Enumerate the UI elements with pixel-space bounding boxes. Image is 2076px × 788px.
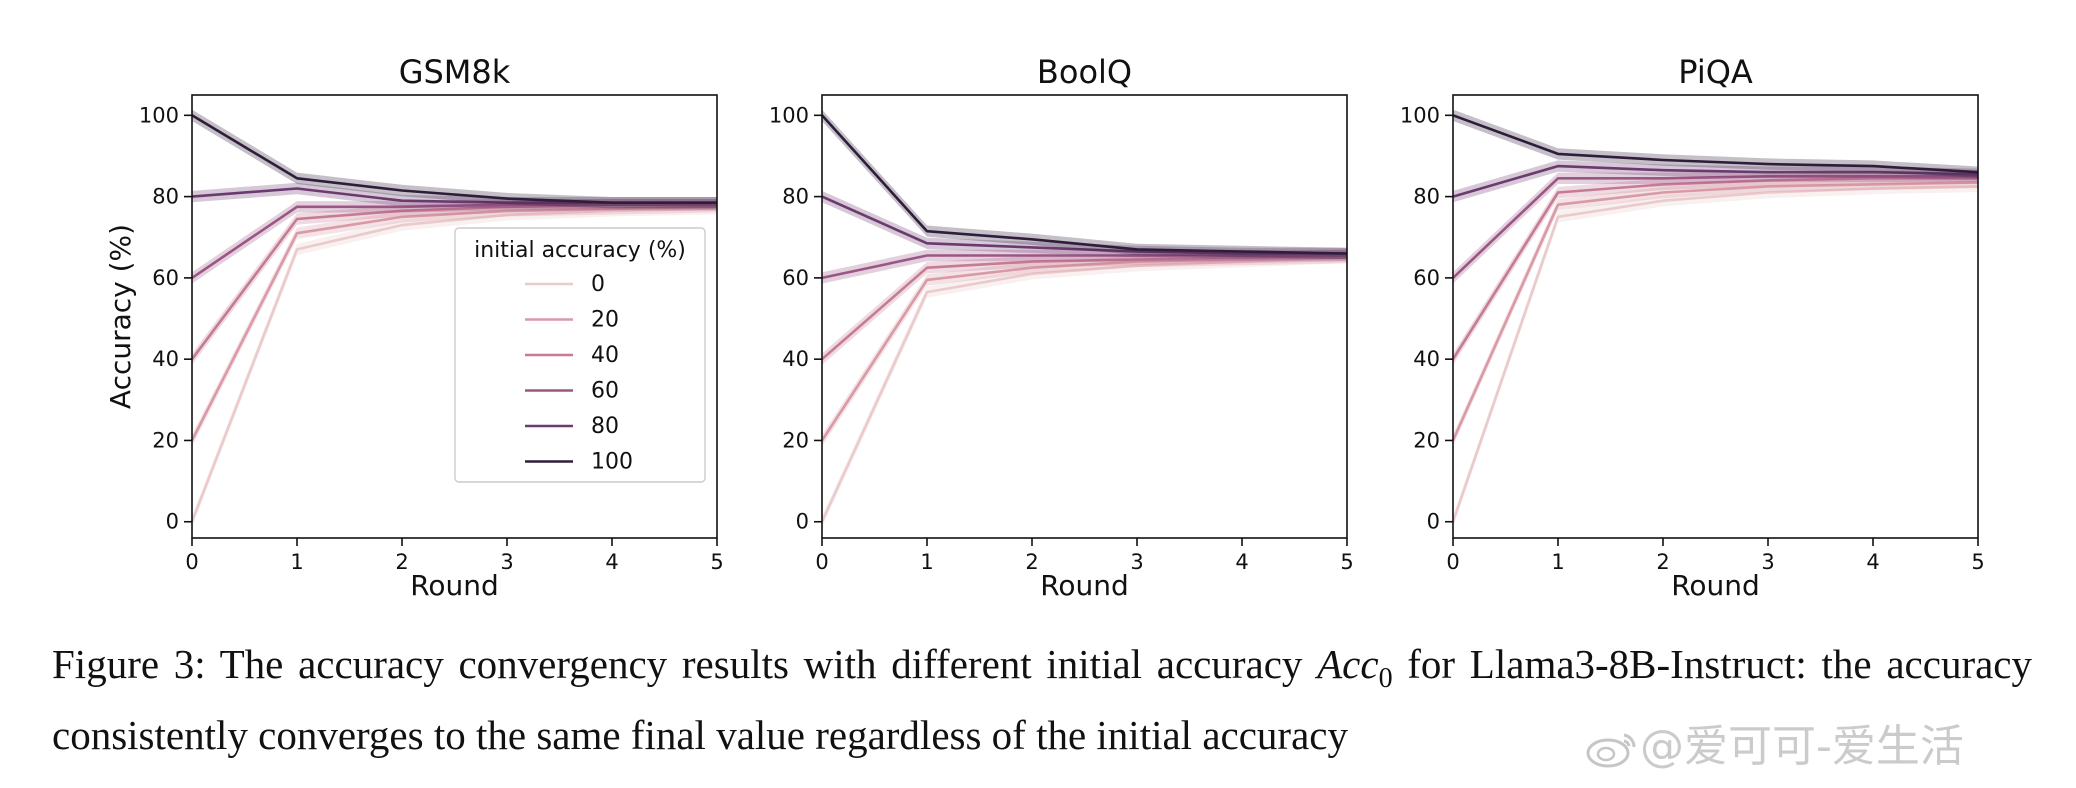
- x-tick-label: 5: [710, 550, 723, 574]
- confidence-band-40: [822, 249, 1347, 365]
- legend-title: initial accuracy (%): [474, 238, 686, 263]
- legend-label-40: 40: [591, 343, 619, 368]
- x-tick-label: 5: [1971, 550, 1984, 574]
- y-tick-label: 40: [782, 347, 809, 371]
- y-tick-label: 80: [782, 185, 809, 209]
- series-line-0: [190, 207, 718, 523]
- caption-tail: for Llama3-8B-Instruct: the accuracy con…: [52, 641, 2032, 759]
- y-tick-label: 80: [152, 185, 179, 209]
- y-tick-label: 0: [796, 510, 809, 534]
- x-axis-label: Round: [410, 569, 499, 602]
- legend-box: [454, 227, 706, 483]
- y-tick-label: 0: [1427, 510, 1440, 534]
- plot-frame: [1452, 94, 1979, 539]
- y-axis-label: Accuracy (%): [104, 224, 137, 409]
- legend-label-0: 0: [591, 272, 605, 297]
- x-tick-label: 0: [815, 550, 828, 574]
- plot-frame: [821, 94, 1348, 539]
- x-tick-label: 5: [1340, 550, 1353, 574]
- confidence-band-60: [1453, 170, 1978, 284]
- x-axis-label: Round: [1671, 569, 1760, 602]
- x-tick-label: 4: [605, 550, 618, 574]
- y-tick-label: 40: [1413, 347, 1440, 371]
- legend-label-80: 80: [591, 414, 619, 439]
- watermark-text: @爱可可-爱生活: [1640, 721, 1964, 772]
- legend-label-100: 100: [591, 450, 633, 475]
- series-line-60: [1452, 175, 1978, 279]
- figure-caption: Figure 3: The accuracy convergency resul…: [52, 636, 2032, 763]
- chart-title: BoolQ: [1037, 53, 1132, 91]
- x-tick-label: 2: [1656, 550, 1669, 574]
- series-line-100: [1452, 114, 1979, 174]
- y-tick-label: 60: [1413, 266, 1440, 290]
- caption-acc-subscript: 0: [1378, 663, 1393, 695]
- y-tick-label: 20: [152, 428, 179, 452]
- series-line-100: [821, 114, 1348, 255]
- series-line-60: [191, 203, 717, 279]
- series-line-20: [820, 256, 1348, 442]
- series-line-0: [820, 256, 1348, 523]
- y-tick-label: 100: [1400, 103, 1440, 127]
- x-tick-label: 0: [1446, 550, 1459, 574]
- series-line-100: [191, 114, 717, 204]
- y-tick-label: 100: [139, 103, 179, 127]
- y-tick-label: 60: [152, 266, 179, 290]
- x-tick-label: 1: [290, 550, 303, 574]
- series-line-60: [821, 254, 1347, 280]
- series-line-40: [1451, 177, 1978, 360]
- x-tick-label: 3: [500, 550, 513, 574]
- chart-title: GSM8k: [399, 53, 511, 91]
- series-line-0: [1451, 185, 1979, 523]
- caption-acc-symbol: Acc: [1317, 641, 1379, 687]
- legend-label-60: 60: [591, 379, 619, 404]
- x-tick-label: 1: [920, 550, 933, 574]
- y-tick-label: 60: [782, 266, 809, 290]
- y-tick-label: 20: [1413, 428, 1440, 452]
- confidence-band-60: [192, 199, 717, 284]
- plot-frame: [191, 94, 718, 539]
- series-line-20: [190, 205, 718, 442]
- x-tick-label: 3: [1130, 550, 1143, 574]
- series-line-80: [1452, 164, 1979, 198]
- x-tick-label: 1: [1551, 550, 1564, 574]
- confidence-band-80: [1453, 160, 1978, 203]
- weibo-icon: [1586, 733, 1636, 768]
- watermark: @爱可可-爱生活: [1584, 710, 1964, 774]
- series-line-20: [1451, 181, 1979, 442]
- legend-label-20: 20: [591, 308, 619, 333]
- y-tick-label: 40: [152, 347, 179, 371]
- confidence-band-60: [822, 249, 1347, 284]
- y-tick-label: 100: [769, 103, 809, 127]
- x-tick-label: 4: [1235, 550, 1248, 574]
- confidence-band-80: [822, 190, 1347, 260]
- caption-lead: Figure 3: The accuracy convergency resul…: [52, 641, 1318, 687]
- confidence-band-100: [192, 109, 717, 209]
- x-tick-label: 4: [1866, 550, 1879, 574]
- chart-title: PiQA: [1678, 53, 1753, 91]
- y-tick-label: 0: [166, 510, 179, 534]
- x-tick-label: 0: [185, 550, 198, 574]
- x-tick-label: 2: [1025, 550, 1038, 574]
- series-line-80: [821, 195, 1347, 255]
- y-tick-label: 20: [782, 428, 809, 452]
- confidence-band-20: [1453, 176, 1978, 447]
- confidence-band-100: [1453, 109, 1978, 178]
- series-line-40: [821, 254, 1348, 361]
- y-tick-label: 80: [1413, 185, 1440, 209]
- x-axis-label: Round: [1040, 569, 1129, 602]
- x-tick-label: 3: [1761, 550, 1774, 574]
- x-tick-label: 2: [395, 550, 408, 574]
